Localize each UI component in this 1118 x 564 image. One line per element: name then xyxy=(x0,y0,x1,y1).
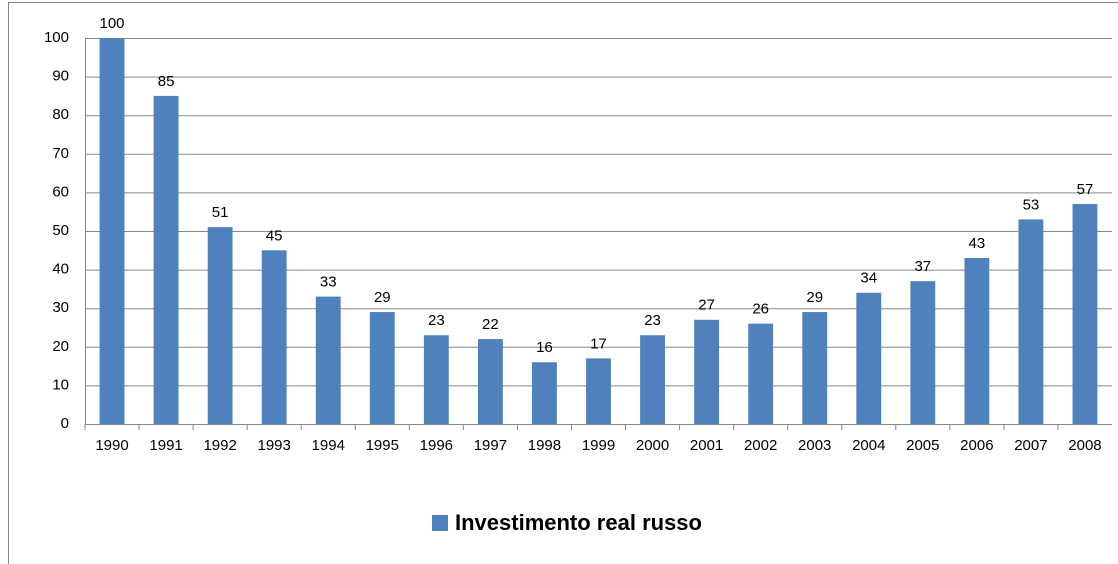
x-tick-label: 2008 xyxy=(1068,437,1101,454)
y-tick-label: 50 xyxy=(52,222,69,239)
bar xyxy=(586,358,611,424)
x-tick-label: 1991 xyxy=(149,437,182,454)
data-label: 85 xyxy=(158,73,175,90)
data-label: 26 xyxy=(752,301,769,318)
data-label: 23 xyxy=(644,312,661,329)
bar xyxy=(748,323,774,424)
data-label: 22 xyxy=(482,316,499,333)
bar xyxy=(532,362,557,424)
bar xyxy=(910,281,936,424)
bar xyxy=(964,258,990,424)
x-tick-label: 1993 xyxy=(257,437,290,454)
x-tick-label: 1992 xyxy=(203,437,236,454)
y-tick-label: 80 xyxy=(52,106,69,123)
data-label: 53 xyxy=(1023,196,1040,213)
x-tick-label: 1998 xyxy=(528,437,561,454)
x-tick-label: 2005 xyxy=(906,437,939,454)
x-tick-label: 2007 xyxy=(1014,437,1047,454)
legend-swatch xyxy=(432,515,448,531)
data-label: 17 xyxy=(590,335,607,352)
data-label: 57 xyxy=(1077,181,1094,198)
x-tick-label: 1994 xyxy=(312,437,345,454)
y-tick-label: 40 xyxy=(52,261,69,278)
data-label: 23 xyxy=(428,312,445,329)
x-tick-label: 2001 xyxy=(690,437,723,454)
y-tick-label: 90 xyxy=(52,68,69,85)
bar xyxy=(477,339,503,424)
x-tick-label: 1990 xyxy=(95,437,128,454)
y-tick-label: 60 xyxy=(52,183,69,200)
y-tick-label: 10 xyxy=(52,376,69,393)
x-tick-label: 1995 xyxy=(366,437,399,454)
x-tick-label: 2006 xyxy=(960,437,993,454)
bar xyxy=(369,312,395,424)
bar xyxy=(153,95,179,425)
data-label: 51 xyxy=(212,204,229,221)
y-tick-label: 20 xyxy=(52,338,69,355)
data-label: 43 xyxy=(969,235,986,252)
bar xyxy=(99,38,125,424)
y-tick-label: 100 xyxy=(44,29,69,46)
y-tick-label: 0 xyxy=(61,415,69,432)
x-tick-label: 2004 xyxy=(852,437,885,454)
x-tick-label: 2002 xyxy=(744,437,777,454)
x-tick-label: 1996 xyxy=(420,437,453,454)
data-label: 100 xyxy=(100,15,125,32)
data-label: 16 xyxy=(536,339,553,356)
bar xyxy=(1018,219,1044,424)
y-tick-label: 70 xyxy=(52,145,69,162)
x-tick-label: 1999 xyxy=(582,437,615,454)
x-tick-label: 2000 xyxy=(636,437,669,454)
data-label: 34 xyxy=(860,270,877,287)
bar xyxy=(207,227,233,424)
data-label: 29 xyxy=(374,289,391,306)
bar xyxy=(856,292,882,424)
bar xyxy=(640,335,665,424)
bar xyxy=(1072,203,1098,424)
y-tick-label: 30 xyxy=(52,299,69,316)
bar xyxy=(694,319,720,424)
x-tick-label: 1997 xyxy=(474,437,507,454)
bar xyxy=(261,250,287,424)
data-label: 33 xyxy=(320,274,337,291)
bar xyxy=(802,312,828,424)
data-label: 27 xyxy=(698,297,715,314)
bar xyxy=(423,335,449,424)
bar xyxy=(315,296,341,424)
data-label: 37 xyxy=(914,258,931,275)
data-label: 29 xyxy=(806,289,823,306)
x-tick-label: 2003 xyxy=(798,437,831,454)
data-label: 45 xyxy=(266,227,283,244)
legend-text: Investimento real russo xyxy=(455,510,702,535)
